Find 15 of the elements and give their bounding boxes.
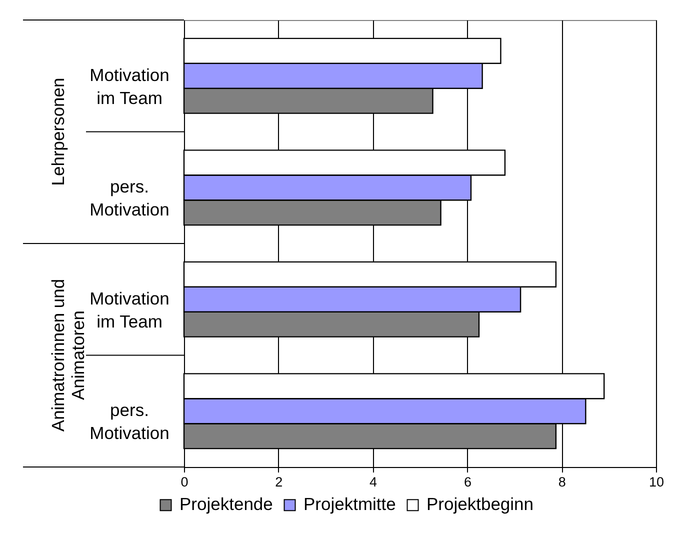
y-tick-label: pers. Motivation (90, 176, 170, 220)
text: Lehrpersonen (48, 78, 68, 186)
x-tick-label: 8 (558, 474, 566, 490)
legend-label: Projektmitte (304, 494, 396, 514)
x-tick-label: 4 (370, 474, 378, 490)
x-tick-label: 2 (275, 474, 283, 490)
x-tick-label: 10 (648, 474, 664, 490)
x-tick-label: 6 (464, 474, 472, 490)
x-tick-label: 0 (180, 474, 188, 490)
legend-label: Projektende (180, 494, 273, 514)
y-tick-label: Motivation im Team (90, 288, 170, 332)
text: Animatrorinnen und Animatoren (48, 278, 88, 432)
y-tick-label: Motivation im Team (90, 64, 170, 108)
y-tick-label: pers. Motivation (90, 400, 170, 444)
legend-label: Projektbeginn (426, 494, 534, 514)
